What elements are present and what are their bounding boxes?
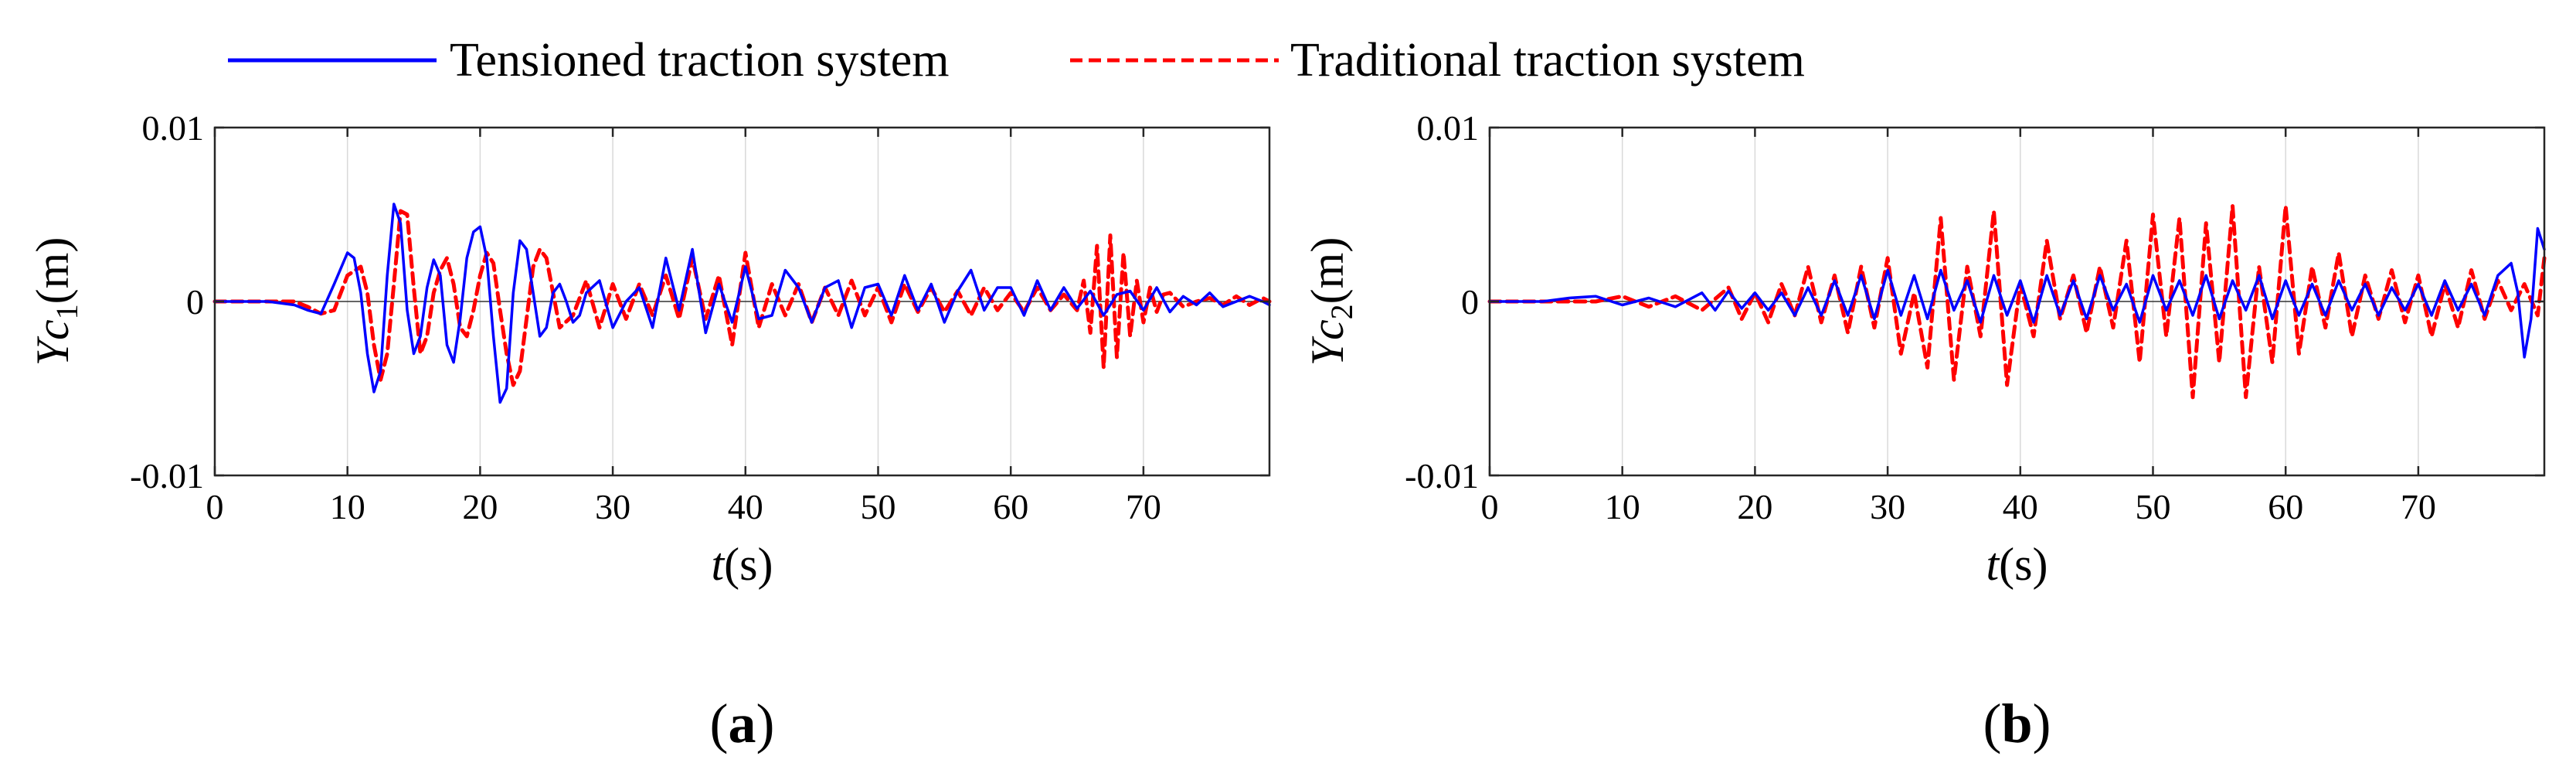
y-axis-symbol-b: Yc [1302, 319, 1353, 366]
ticks-b [1488, 126, 2544, 477]
y-axis-label-a: Yc1(m) [27, 237, 84, 366]
x-axis-symbol-b: t [1986, 539, 2000, 590]
series-line-traditional-a [212, 209, 1272, 387]
ytick-label: -0.01 [1405, 456, 1479, 496]
xtick-label: 70 [2401, 487, 2436, 526]
ticks-a [213, 126, 1269, 477]
x-axis-unit-b: (s) [1999, 539, 2048, 590]
ytick-labels-a: -0.01 0 0.01 [130, 108, 204, 496]
series-tensioned-b [1488, 227, 2546, 359]
xtick-label: 0 [206, 487, 224, 526]
xtick-label: 40 [728, 487, 763, 526]
x-axis-unit-a: (s) [724, 539, 773, 590]
y-axis-unit-a: (m) [27, 237, 78, 305]
ytick-label: 0.01 [1417, 108, 1480, 148]
y-axis-subscript-b: 2 [1324, 304, 1359, 319]
ytick-label: 0.01 [142, 108, 205, 148]
xtick-label: 30 [595, 487, 630, 526]
x-axis-symbol-a: t [712, 539, 726, 590]
xtick-label: 60 [2268, 487, 2303, 526]
panel-caption-letter-a: a [729, 693, 756, 754]
xtick-label: 10 [1605, 487, 1640, 526]
series-tensioned-a [213, 203, 1271, 404]
xtick-label: 20 [462, 487, 498, 526]
x-axis-label-a: t(s) [712, 539, 773, 590]
xtick-labels-b: 0 10 20 30 40 50 60 70 [1481, 487, 2436, 526]
y-axis-label-b: Yc2(m) [1302, 237, 1359, 366]
series-traditional-b [1487, 203, 2547, 400]
xtick-label: 50 [860, 487, 895, 526]
panel-caption-letter-b: b [2001, 693, 2032, 754]
x-axis-label-b: t(s) [1986, 539, 2048, 590]
xtick-label: 0 [1481, 487, 1499, 526]
panel-caption-b: (b) [1983, 693, 2051, 754]
y-axis-symbol-a: Yc [27, 319, 78, 366]
legend-label-tensioned: Tensioned traction system [450, 34, 950, 87]
xtick-label: 50 [2135, 487, 2170, 526]
xtick-label: 60 [993, 487, 1028, 526]
xtick-label: 10 [330, 487, 365, 526]
ytick-label: -0.01 [130, 456, 204, 496]
ytick-label: 0 [186, 282, 204, 322]
xtick-label: 40 [2003, 487, 2038, 526]
xtick-label: 70 [1126, 487, 1161, 526]
ytick-labels-b: -0.01 0 0.01 [1405, 108, 1479, 496]
ytick-label: 0 [1461, 282, 1479, 322]
series-line-tensioned-b [1488, 227, 2546, 359]
legend-label-traditional: Traditional traction system [1290, 34, 1805, 87]
xtick-labels-a: 0 10 20 30 40 50 60 70 [206, 487, 1161, 526]
series-line-tensioned-a [213, 203, 1271, 404]
panel-caption-a: (a) [710, 693, 775, 754]
y-axis-unit-b: (m) [1302, 237, 1353, 305]
series-line-traditional-b [1487, 203, 2547, 400]
xtick-label: 20 [1737, 487, 1772, 526]
y-axis-subscript-a: 1 [49, 304, 84, 319]
legend: Tensioned traction system Traditional tr… [228, 34, 1805, 87]
series-traditional-a [212, 209, 1272, 387]
xtick-label: 30 [1870, 487, 1905, 526]
